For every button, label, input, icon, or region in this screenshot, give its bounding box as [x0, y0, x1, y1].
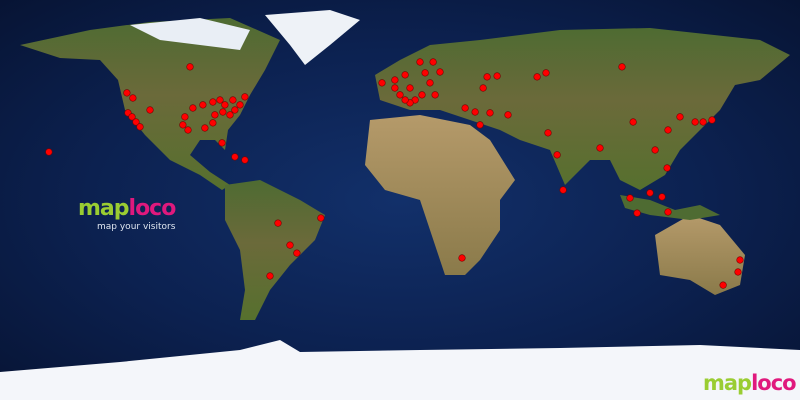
visitor-marker — [236, 101, 244, 109]
visitor-marker — [199, 101, 207, 109]
visitor-marker — [317, 214, 325, 222]
visitor-marker — [708, 116, 716, 124]
visitor-marker — [596, 144, 604, 152]
visitor-marker — [493, 72, 501, 80]
visitor-marker — [664, 208, 672, 216]
visitor-marker — [274, 219, 282, 227]
visitor-marker — [663, 164, 671, 172]
logo-tagline: map your visitors — [97, 222, 176, 232]
visitor-marker — [458, 254, 466, 262]
visitor-marker — [391, 76, 399, 84]
visitor-marker — [426, 79, 434, 87]
visitor-marker — [421, 69, 429, 77]
visitor-marker — [211, 111, 219, 119]
visitor-marker — [136, 123, 144, 131]
visitor-marker — [633, 209, 641, 217]
visitor-marker — [504, 111, 512, 119]
visitor-marker — [132, 118, 140, 126]
visitor-marker — [486, 109, 494, 117]
visitor-marker — [699, 118, 707, 126]
logo-text-map: map — [703, 371, 752, 395]
visitor-marker — [664, 126, 672, 134]
visitor-marker — [401, 96, 409, 104]
visitor-marker — [626, 194, 634, 202]
visitor-marker — [476, 121, 484, 129]
visitor-marker — [219, 108, 227, 116]
visitor-marker — [184, 126, 192, 134]
visitor-marker — [286, 241, 294, 249]
maploco-logo[interactable]: maploco — [78, 196, 177, 221]
north-america — [20, 18, 280, 190]
greenland — [265, 10, 360, 65]
visitor-marker — [658, 193, 666, 201]
visitor-marker — [401, 71, 409, 79]
visitor-marker — [719, 281, 727, 289]
visitor-marker — [226, 111, 234, 119]
visitor-marker — [221, 101, 229, 109]
indonesia — [620, 195, 720, 220]
visitor-marker — [231, 153, 239, 161]
visitor-marker — [146, 106, 154, 114]
visitor-marker — [396, 91, 404, 99]
visitor-marker — [181, 113, 189, 121]
visitor-marker — [406, 84, 414, 92]
visitor-marker — [471, 108, 479, 116]
visitor-marker — [201, 124, 209, 132]
visitor-marker — [431, 91, 439, 99]
maploco-corner-logo[interactable]: maploco — [703, 371, 797, 395]
visitor-marker — [436, 68, 444, 76]
visitor-marker — [378, 79, 386, 87]
visitor-marker — [209, 119, 217, 127]
visitor-marker — [216, 96, 224, 104]
visitor-marker — [483, 73, 491, 81]
visitor-marker — [218, 139, 226, 147]
visitor-marker — [241, 156, 249, 164]
logo-text-map: map — [78, 196, 130, 221]
visitor-marker — [542, 69, 550, 77]
visitor-marker — [129, 94, 137, 102]
visitor-marker — [231, 106, 239, 114]
visitor-marker — [45, 148, 53, 156]
europe-asia — [375, 28, 790, 190]
visitor-marker — [544, 129, 552, 137]
visitor-marker — [416, 58, 424, 66]
africa — [365, 115, 515, 275]
logo-text-loco: loco — [128, 196, 177, 221]
visitor-marker — [293, 249, 301, 257]
visitor-marker — [676, 113, 684, 121]
visitor-marker — [651, 146, 659, 154]
visitor-marker — [533, 73, 541, 81]
visitor-marker — [691, 118, 699, 126]
visitor-marker — [734, 268, 742, 276]
visitor-marker — [429, 58, 437, 66]
visitor-marker — [186, 63, 194, 71]
visitor-marker — [629, 118, 637, 126]
visitor-marker — [179, 121, 187, 129]
visitor-marker — [646, 189, 654, 197]
visitor-marker — [418, 91, 426, 99]
visitor-marker — [553, 151, 561, 159]
visitor-marker — [266, 272, 274, 280]
visitor-marker — [559, 186, 567, 194]
visitor-marker — [479, 84, 487, 92]
visitor-marker — [241, 93, 249, 101]
visitor-marker — [461, 104, 469, 112]
logo-text-loco: loco — [751, 371, 797, 395]
australia — [655, 215, 745, 295]
antarctica — [0, 340, 800, 400]
visitor-marker — [229, 96, 237, 104]
visitor-marker — [391, 84, 399, 92]
visitor-marker — [209, 98, 217, 106]
visitor-marker — [189, 104, 197, 112]
south-america — [225, 180, 325, 320]
visitor-marker — [736, 256, 744, 264]
visitor-marker — [618, 63, 626, 71]
visitor-marker — [123, 89, 131, 97]
visitor-marker — [128, 113, 136, 121]
